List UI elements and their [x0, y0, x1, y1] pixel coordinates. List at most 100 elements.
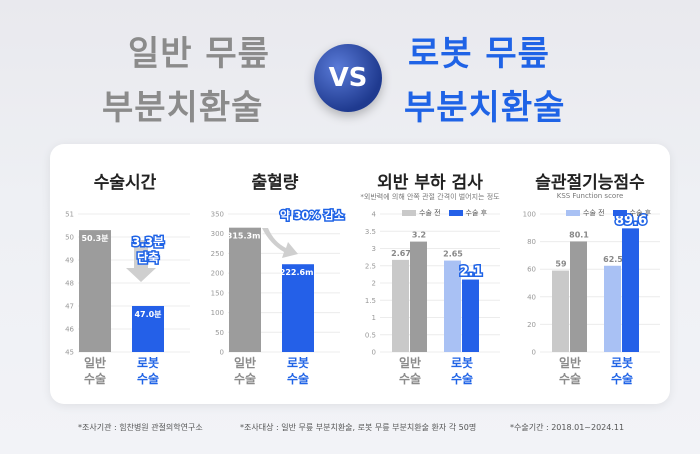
legend-item-after: 수술 후: [612, 208, 651, 218]
panel-title: 외반 부하 검사: [377, 173, 483, 193]
legend-item-before: 수술 전: [566, 208, 605, 218]
bar-value-label: 89.6: [615, 213, 647, 228]
x-axis-label: 로봇: [611, 356, 633, 370]
bar-value-label: 59: [555, 260, 567, 269]
bar: [392, 259, 409, 352]
x-axis-label: 수술: [399, 372, 421, 386]
bar: [229, 227, 261, 352]
footnote-subjects: *조사대상 : 일반 무릎 부분치환술, 로봇 무릎 부분치환술 환자 각 50…: [240, 423, 477, 432]
hero-banner: 일반 무릎 부분치환술 VS 로봇 무릎 부분치환술: [0, 0, 700, 140]
callout-label: 3.3분: [132, 235, 164, 249]
y-tick-label: 60: [527, 266, 536, 274]
bar-value-label: 47.0분: [134, 310, 162, 319]
y-tick-label: 3: [372, 245, 376, 253]
callout-arrow: [126, 240, 156, 282]
x-axis-label: 수술: [84, 372, 106, 386]
legend: 수술 전 수술 후: [566, 208, 651, 218]
y-tick-label: 100: [523, 211, 536, 219]
bar-value-label: 315.3ml: [227, 232, 264, 241]
right-title-line1: 로봇 무릎: [408, 34, 550, 74]
callout-arrow: [262, 228, 298, 258]
y-tick-label: 47: [65, 303, 74, 311]
panel-subtitle: KSS Function score: [556, 192, 624, 200]
callout-label: 약 30% 감소: [280, 208, 344, 222]
legend: 수술 전 수술 후: [402, 208, 487, 218]
y-tick-label: 48: [65, 280, 74, 288]
panel-title: 슬관절기능점수: [535, 173, 645, 193]
bar: [552, 270, 569, 352]
bar-value-label: 50.3분: [81, 234, 109, 243]
x-axis-label: 수술: [451, 372, 473, 386]
bar-value-label: 2.65: [443, 250, 463, 259]
bar-value-label: 222.6ml: [280, 268, 317, 277]
y-tick-label: 150: [211, 289, 224, 297]
bar: [444, 260, 461, 352]
x-axis-label: 로봇: [137, 356, 159, 370]
y-tick-label: 250: [211, 250, 224, 258]
chart-card: 수술시간 45 46 47 48 49 50 51 50.3분 47.0분 일반 수술 로봇 수술 3.3…: [50, 144, 670, 404]
y-tick-label: 300: [211, 230, 224, 238]
y-tick-label: 40: [527, 293, 536, 301]
bar: [570, 241, 587, 352]
left-title-line1: 일반 무릎: [128, 34, 270, 74]
y-tick-label: 0.5: [365, 331, 376, 339]
y-tick-label: 200: [211, 270, 224, 278]
right-title-line2: 부분치환술: [404, 88, 566, 128]
y-tick-label: 0: [220, 349, 224, 357]
y-tick-label: 50: [65, 234, 74, 242]
y-tick-label: 3.5: [365, 228, 376, 236]
x-axis-label: 일반: [559, 355, 581, 370]
panel-subtitle: *외반력에 의해 안쪽 관절 간격이 벌어지는 정도: [360, 193, 500, 201]
bar-value-label: 2.1: [459, 265, 482, 280]
y-tick-label: 100: [211, 309, 224, 317]
bar-value-label: 80.1: [569, 230, 589, 239]
x-axis-label: 로봇: [287, 356, 309, 370]
y-tick-label: 0: [372, 349, 376, 357]
y-tick-label: 2.5: [365, 262, 376, 270]
panel-blood-loss: 출혈량 0 50 100 150 200 250 300 350 315.3ml 222.6ml 일…: [200, 144, 350, 404]
callout-label: 단축: [137, 250, 159, 265]
y-tick-label: 45: [65, 349, 74, 357]
x-axis-label: 수술: [559, 372, 581, 386]
x-axis-label: 일반: [234, 355, 256, 370]
y-tick-label: 350: [211, 211, 224, 219]
y-tick-label: 1: [372, 314, 376, 322]
bar: [622, 228, 639, 352]
y-tick-label: 4: [372, 211, 377, 219]
bar: [132, 306, 164, 352]
bar: [282, 264, 314, 352]
left-title-line2: 부분치환술: [102, 88, 264, 128]
x-axis-label: 수술: [611, 372, 633, 386]
bar: [410, 241, 427, 352]
y-tick-label: 50: [215, 329, 224, 337]
bar-value-label: 62.5: [603, 255, 623, 264]
panel-title: 출혈량: [251, 173, 299, 193]
panel-kss-score: 슬관절기능점수 KSS Function score 수술 전 수술 후 0 20…: [510, 144, 670, 404]
y-tick-label: 80: [527, 238, 536, 246]
y-tick-label: 46: [65, 326, 74, 334]
x-axis-label: 수술: [234, 372, 256, 386]
y-tick-label: 2: [372, 280, 376, 288]
x-axis-label: 수술: [287, 372, 309, 386]
bar: [79, 230, 111, 352]
x-axis-label: 로봇: [451, 356, 473, 370]
footnote-period: *수술기간 : 2018.01~2024.11: [510, 423, 625, 432]
y-tick-label: 49: [65, 257, 74, 265]
bar-value-label: 3.2: [412, 231, 426, 240]
legend-item-after: 수술 후: [448, 208, 487, 218]
y-tick-label: 0: [532, 349, 536, 357]
bar: [462, 279, 479, 352]
bar-value-label: 2.67: [391, 249, 411, 258]
panel-valgus-test: 외반 부하 검사 *외반력에 의해 안쪽 관절 간격이 벌어지는 정도 수술 전…: [350, 144, 510, 404]
y-tick-label: 51: [65, 211, 74, 219]
x-axis-label: 일반: [84, 355, 106, 370]
x-axis-label: 수술: [137, 372, 159, 386]
legend-item-before: 수술 전: [402, 208, 441, 218]
x-axis-label: 일반: [399, 355, 421, 370]
bar: [604, 265, 621, 352]
panel-surgery-time: 수술시간 45 46 47 48 49 50 51 50.3분 47.0분 일반 수술 로봇 수술 3.3…: [50, 144, 200, 404]
